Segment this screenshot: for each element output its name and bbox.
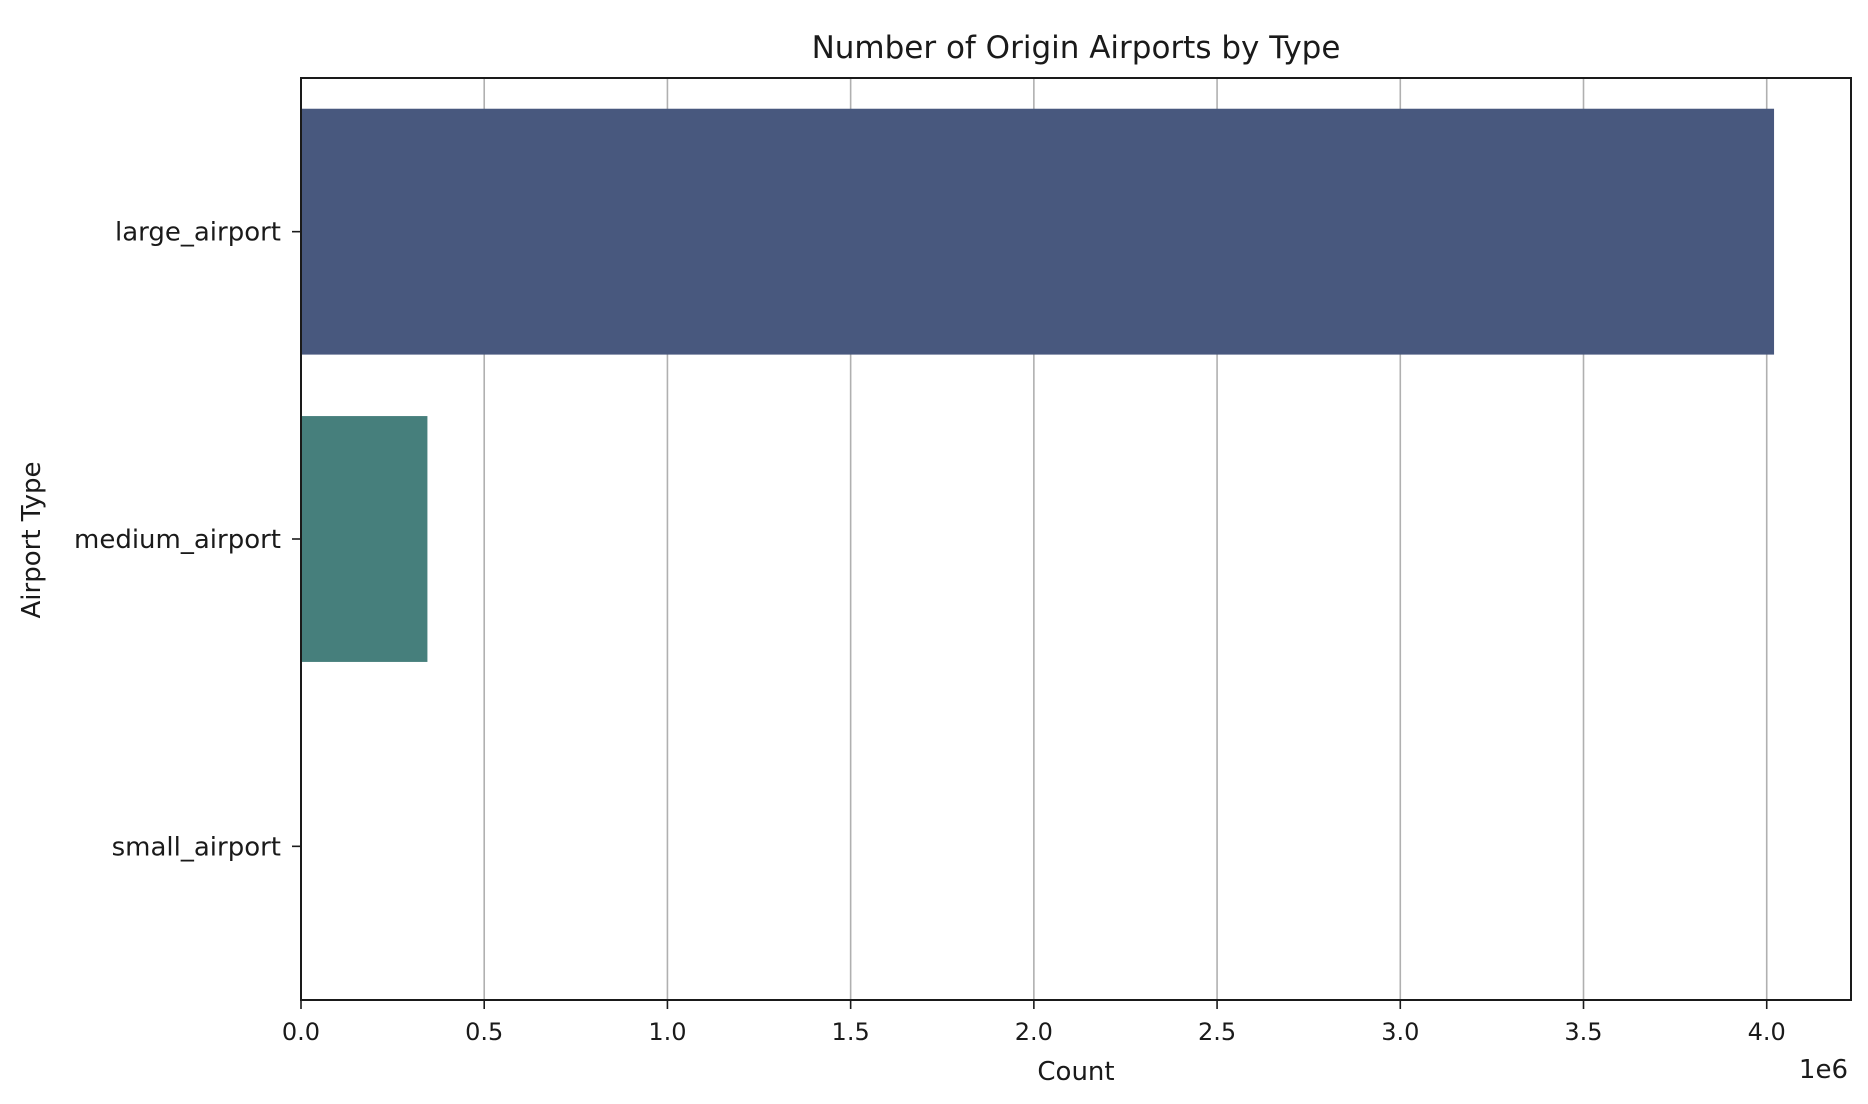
x-tick-label: 4.0 bbox=[1748, 1018, 1786, 1046]
y-tick-label: large_airport bbox=[115, 218, 281, 248]
x-axis-ticks: 0.0 0.5 1.0 1.5 2.0 2.5 3.0 3.5 4.0 bbox=[282, 1000, 1786, 1046]
x-tick-label: 0.5 bbox=[465, 1018, 503, 1046]
y-axis-label: Airport Type bbox=[17, 462, 47, 619]
bars bbox=[301, 108, 1775, 662]
x-tick-label: 2.0 bbox=[1015, 1018, 1053, 1046]
x-tick-label: 3.0 bbox=[1381, 1018, 1419, 1046]
bar-large_airport bbox=[301, 108, 1775, 355]
y-tick-label: small_airport bbox=[112, 832, 281, 862]
chart-title: Number of Origin Airports by Type bbox=[812, 30, 1341, 66]
bar-medium_airport bbox=[301, 416, 428, 662]
y-tick-label: medium_airport bbox=[74, 525, 281, 555]
x-tick-label: 2.5 bbox=[1198, 1018, 1236, 1046]
x-axis-offset-label: 1e6 bbox=[1799, 1055, 1848, 1085]
x-tick-label: 1.5 bbox=[832, 1018, 870, 1046]
x-tick-label: 1.0 bbox=[648, 1018, 686, 1046]
x-tick-label: 3.5 bbox=[1564, 1018, 1602, 1046]
y-axis-ticks: large_airport medium_airport small_airport bbox=[74, 218, 301, 862]
x-tick-label: 0.0 bbox=[282, 1018, 320, 1046]
x-axis-label: Count bbox=[1037, 1057, 1114, 1087]
